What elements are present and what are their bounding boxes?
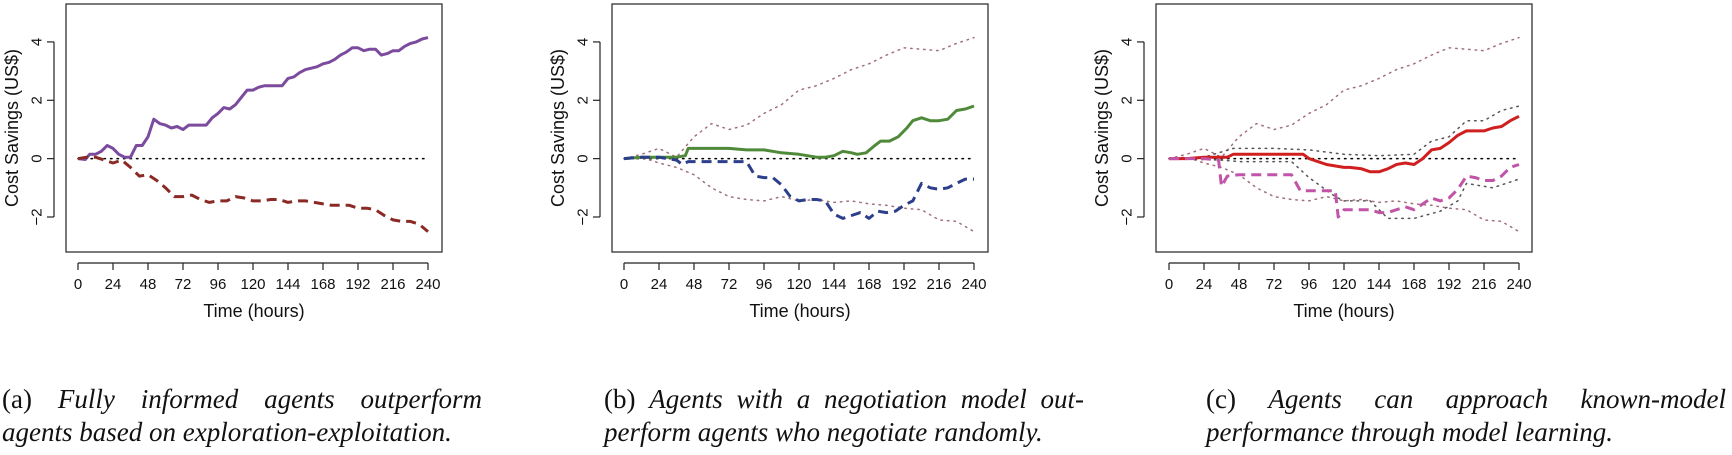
x-tick-label: 24 [105, 276, 122, 293]
x-tick-label: 0 [74, 276, 82, 293]
y-axis-label: Cost Savings (US$) [1092, 49, 1112, 207]
x-tick-label: 96 [1301, 276, 1318, 293]
caption-b-line2: perform agents who negotiate randomly. [604, 417, 1043, 447]
x-tick-label: 72 [721, 276, 738, 293]
x-tick-label: 120 [1331, 276, 1356, 293]
series-exploration-exploitation-reference [623, 156, 975, 233]
caption-a: (a) Fully informed agents outperform age… [2, 383, 482, 449]
y-tick-label: 0 [1119, 154, 1136, 162]
x-tick-label: 240 [415, 276, 440, 293]
y-tick-label: 2 [29, 96, 46, 104]
series-fully-informed-reference [1168, 36, 1520, 160]
x-tick-label: 0 [620, 276, 628, 293]
x-tick-label: 192 [345, 276, 370, 293]
x-tick-label: 120 [240, 276, 265, 293]
x-tick-label: 240 [961, 276, 986, 293]
caption-b: (b) Agents with a negotiation model out-… [604, 383, 1084, 449]
x-tick-label: 216 [1471, 276, 1496, 293]
x-tick-label: 72 [175, 276, 192, 293]
series-negotiation-model [623, 104, 975, 161]
y-tick-label: 2 [575, 96, 592, 104]
x-tick-label: 192 [1436, 276, 1461, 293]
y-tick-label: 0 [575, 154, 592, 162]
caption-c-label: (c) [1206, 384, 1236, 414]
x-tick-label: 24 [1196, 276, 1213, 293]
series-random-negotiation-reference [1168, 157, 1520, 220]
caption-b-label: (b) [604, 384, 636, 414]
x-tick-label: 48 [1231, 276, 1248, 293]
x-axis-label: Time (hours) [1293, 301, 1394, 321]
caption-c-line1: Agents can approach known-model [1268, 384, 1726, 414]
y-tick-label: −2 [29, 208, 46, 225]
x-tick-label: 168 [1401, 276, 1426, 293]
y-tick-label: 4 [575, 38, 592, 46]
y-axis-label: Cost Savings (US$) [2, 49, 22, 207]
x-tick-label: 144 [275, 276, 300, 293]
y-tick-label: 4 [1119, 38, 1136, 46]
y-tick-label: 0 [29, 154, 46, 162]
y-tick-label: −2 [1119, 208, 1136, 225]
x-tick-label: 48 [140, 276, 157, 293]
y-tick-label: 2 [1119, 96, 1136, 104]
caption-a-label: (a) [2, 384, 32, 414]
x-tick-label: 216 [926, 276, 951, 293]
x-axis-label: Time (hours) [749, 301, 850, 321]
series-model-learning [1169, 114, 1520, 174]
x-tick-label: 96 [756, 276, 773, 293]
y-axis-label: Cost Savings (US$) [548, 49, 568, 207]
x-tick-label: 48 [686, 276, 703, 293]
caption-b-line1: Agents with a negotiation model out- [649, 384, 1085, 414]
x-tick-label: 24 [651, 276, 668, 293]
plot-frame [1155, 3, 1533, 253]
series-exploration-exploitation-reference [1168, 156, 1520, 233]
y-tick-label: 4 [29, 38, 46, 46]
series-exploration-exploitation [77, 155, 429, 233]
series-fully-informed-reference [623, 36, 975, 160]
x-tick-label: 216 [380, 276, 405, 293]
x-tick-label: 192 [891, 276, 916, 293]
plot-frame [611, 3, 989, 253]
plot-frame [65, 3, 443, 253]
x-tick-label: 96 [210, 276, 227, 293]
x-tick-label: 144 [821, 276, 846, 293]
x-tick-label: 144 [1366, 276, 1391, 293]
caption-c-line2: performance through model learning. [1206, 417, 1613, 447]
caption-a-line2: agents based on exploration-exploitation… [2, 417, 452, 447]
x-tick-label: 240 [1506, 276, 1531, 293]
series-fully-informed [77, 36, 429, 161]
x-tick-label: 120 [786, 276, 811, 293]
series-random-negotiation [623, 155, 974, 220]
y-tick-label: −2 [575, 208, 592, 225]
x-axis-label: Time (hours) [203, 301, 304, 321]
x-tick-label: 0 [1165, 276, 1173, 293]
caption-c: (c) Agents can approach known-model perf… [1206, 383, 1726, 449]
x-tick-label: 168 [856, 276, 881, 293]
x-tick-label: 168 [310, 276, 335, 293]
caption-a-line1: Fully informed agents outperform [57, 384, 482, 414]
x-tick-label: 72 [1266, 276, 1283, 293]
